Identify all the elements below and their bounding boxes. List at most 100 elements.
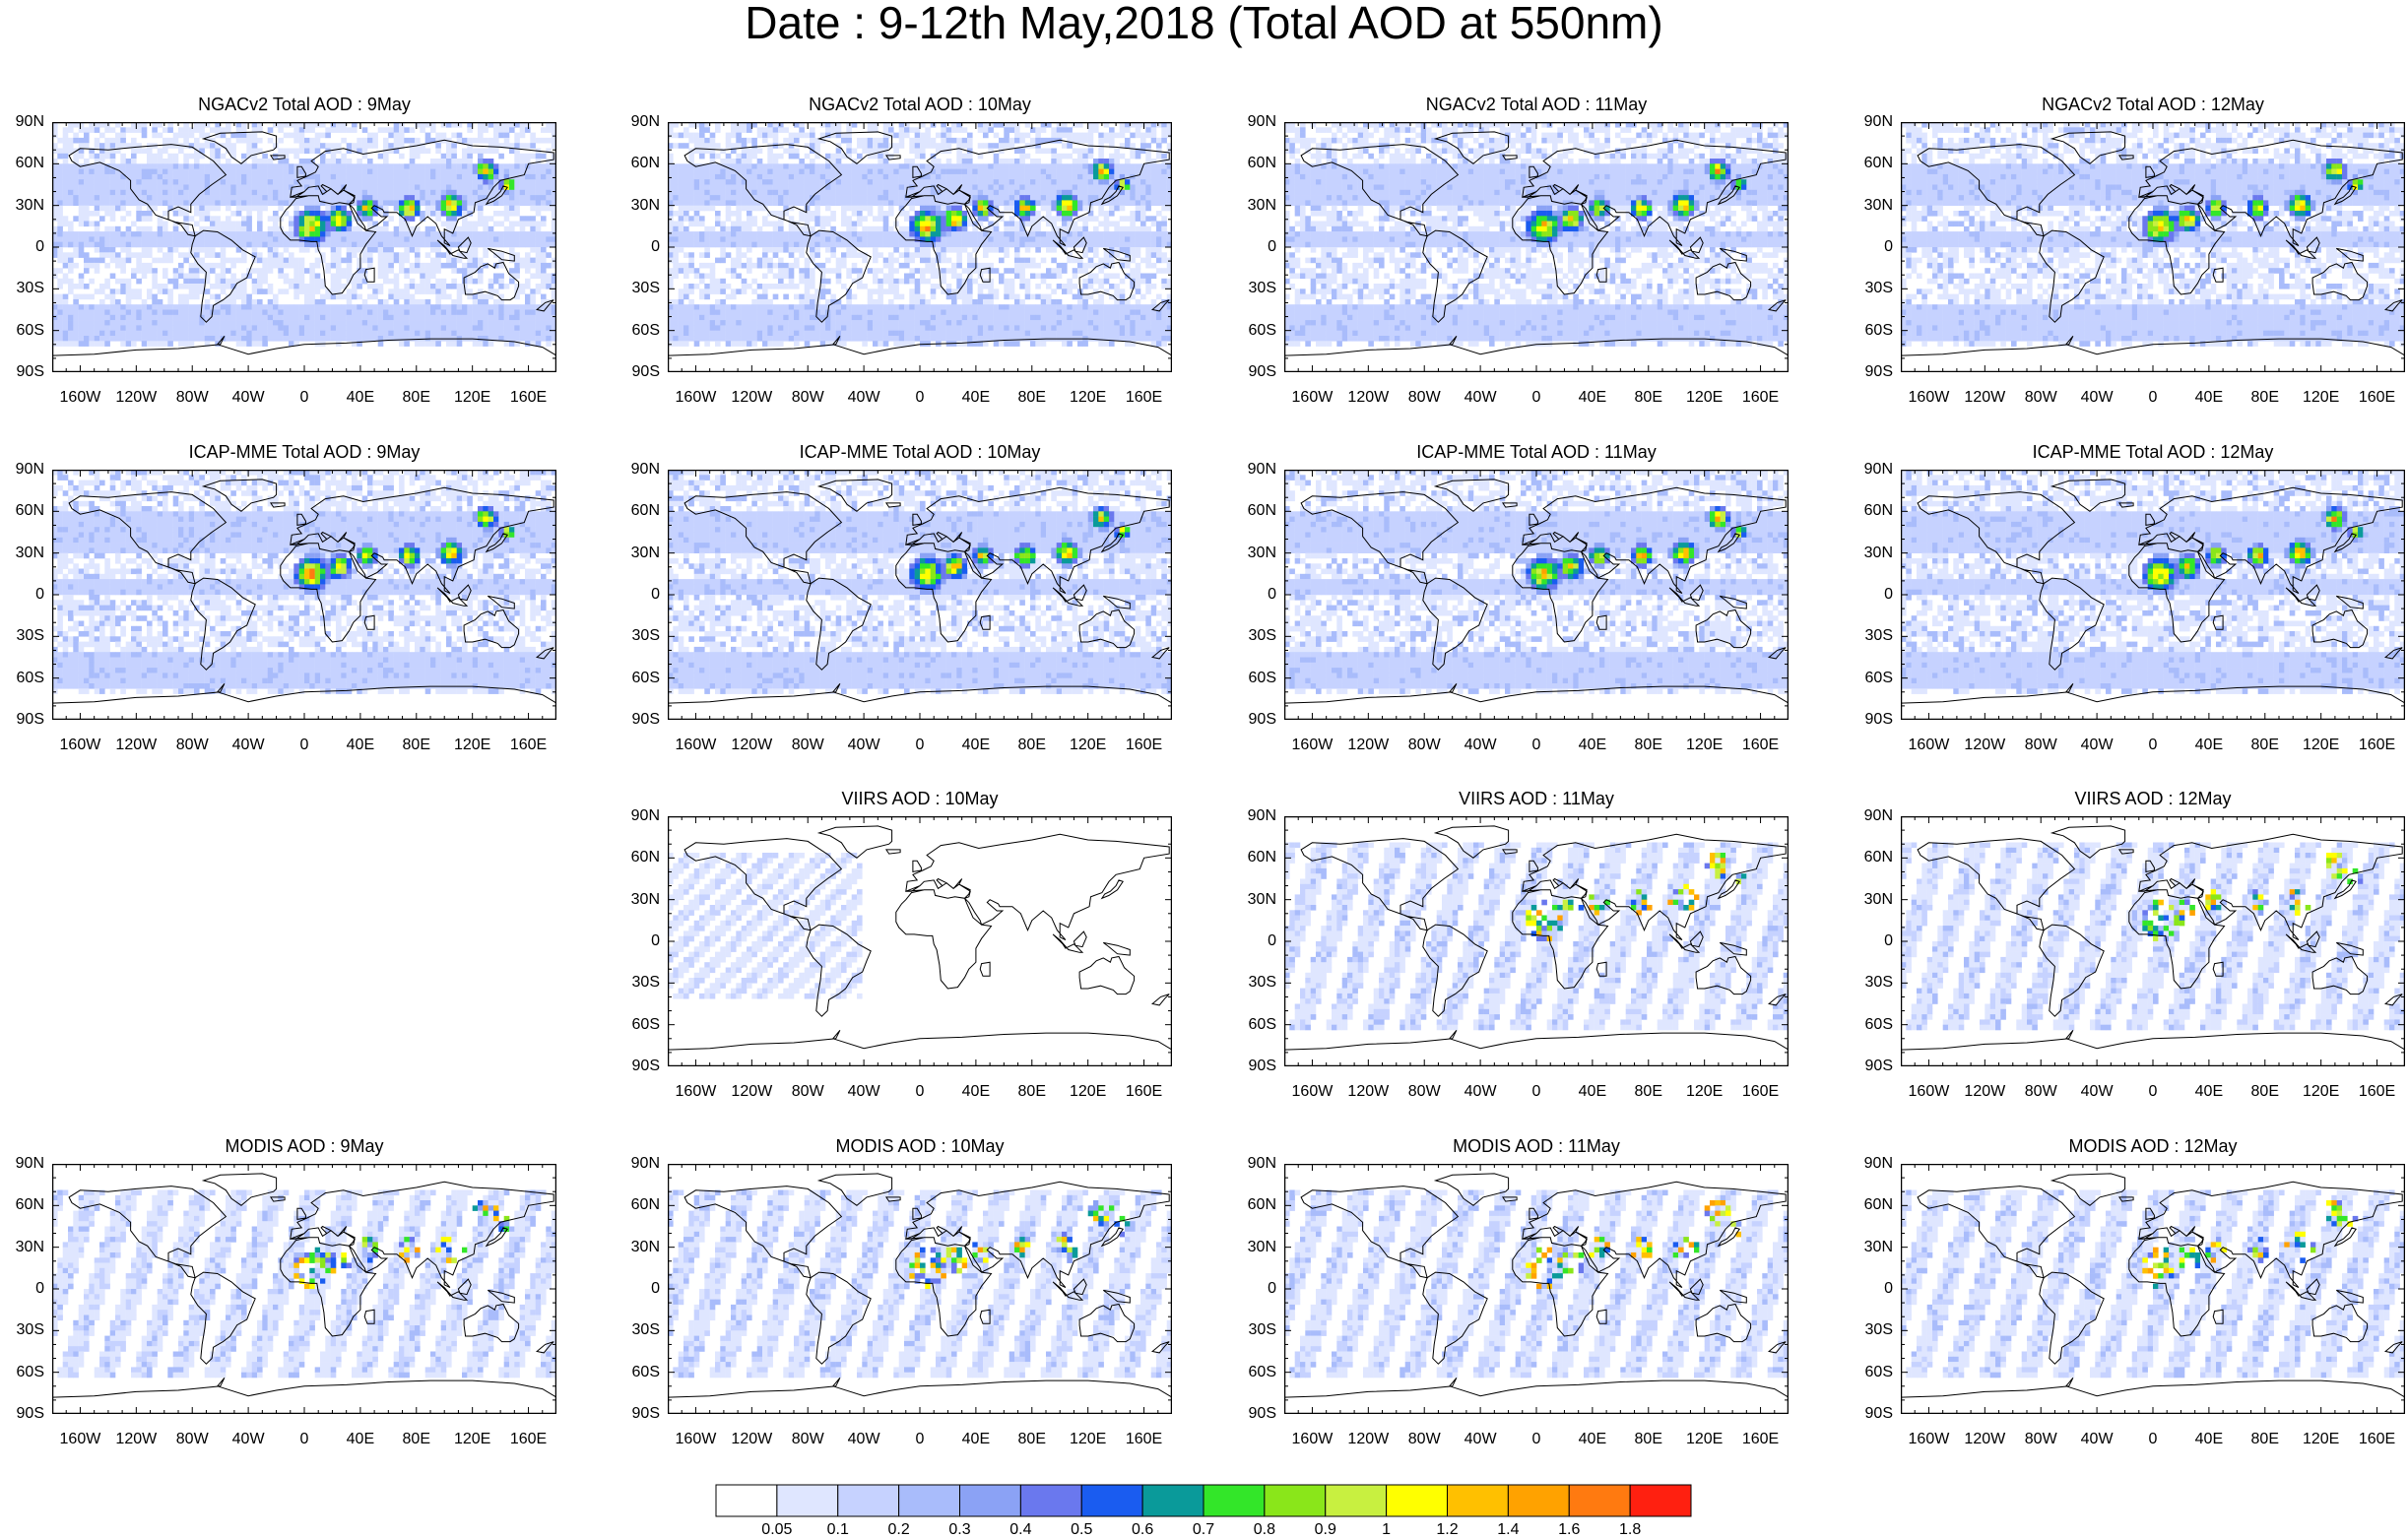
lon-tick-label: 160W <box>50 389 109 407</box>
lat-tick-label: 30S <box>5 280 44 297</box>
panel-title: ICAP-MME Total AOD : 10May <box>668 442 1172 463</box>
lat-tick-label: 30N <box>5 545 44 562</box>
lon-tick-label: 0 <box>1507 1083 1566 1101</box>
lon-tick-label: 160W <box>1282 1431 1341 1448</box>
lat-tick-label: 0 <box>5 238 44 256</box>
lon-tick-label: 160W <box>50 737 109 754</box>
lat-tick-label: 30N <box>5 197 44 215</box>
lon-tick-label: 160W <box>1282 737 1341 754</box>
lat-tick-label: 60S <box>5 1364 44 1381</box>
lat-tick-label: 0 <box>1854 238 1893 256</box>
lon-tick-label: 40E <box>2180 1083 2239 1101</box>
lat-tick-label: 60N <box>5 1196 44 1214</box>
lat-tick-label: 30S <box>1854 1321 1893 1339</box>
lat-tick-label: 60N <box>620 1196 660 1214</box>
lat-tick-label: 90S <box>620 363 660 381</box>
lon-tick-label: 0 <box>275 1431 334 1448</box>
lon-tick-label: 120E <box>1059 1431 1118 1448</box>
aod-map <box>1901 816 2405 1066</box>
lon-tick-label: 80W <box>778 1083 837 1101</box>
aod-map <box>1901 122 2405 372</box>
lat-tick-label: 90S <box>5 363 44 381</box>
lat-tick-label: 90S <box>1854 363 1893 381</box>
colorbar-swatch <box>1507 1484 1570 1517</box>
lon-tick-label: 80W <box>2011 389 2070 407</box>
lat-tick-label: 90N <box>620 1155 660 1173</box>
colorbar-label: 0.6 <box>1113 1521 1172 1539</box>
lat-tick-label: 60N <box>620 502 660 520</box>
panel-title: NGACv2 Total AOD : 12May <box>1901 95 2405 115</box>
aod-map <box>668 1164 1172 1414</box>
lat-tick-label: 0 <box>1854 586 1893 604</box>
colorbar-swatch <box>1325 1484 1388 1517</box>
lon-tick-label: 0 <box>2123 1083 2182 1101</box>
page-title: Date : 9-12th May,2018 (Total AOD at 550… <box>0 0 2408 45</box>
lon-tick-label: 0 <box>2123 737 2182 754</box>
lon-tick-label: 40E <box>331 737 390 754</box>
lat-tick-label: 0 <box>1237 932 1276 950</box>
lon-tick-label: 120E <box>443 1431 502 1448</box>
lon-tick-label: 40W <box>219 389 278 407</box>
lon-tick-label: 40E <box>331 1431 390 1448</box>
lat-tick-label: 30N <box>1237 197 1276 215</box>
lon-tick-label: 80W <box>778 389 837 407</box>
lat-tick-label: 60S <box>1854 670 1893 687</box>
lat-tick-label: 30S <box>1854 974 1893 992</box>
lat-tick-label: 90S <box>620 1058 660 1075</box>
panel-title: ICAP-MME Total AOD : 12May <box>1901 442 2405 463</box>
lon-tick-label: 80E <box>1619 1431 1678 1448</box>
aod-map <box>1284 470 1789 720</box>
lon-tick-label: 0 <box>890 737 949 754</box>
lon-tick-label: 120W <box>1955 1431 2014 1448</box>
panel-title: NGACv2 Total AOD : 10May <box>668 95 1172 115</box>
lon-tick-label: 120E <box>2292 1431 2351 1448</box>
lat-tick-label: 60N <box>5 155 44 172</box>
lat-tick-label: 90N <box>1237 461 1276 479</box>
lon-tick-label: 40W <box>1451 1431 1510 1448</box>
lat-tick-label: 90S <box>5 1405 44 1423</box>
lat-tick-label: 30N <box>620 197 660 215</box>
lon-tick-label: 40W <box>219 1431 278 1448</box>
lon-tick-label: 160W <box>1282 1083 1341 1101</box>
lon-tick-label: 40W <box>2067 1431 2126 1448</box>
colorbar-label: 1.6 <box>1539 1521 1598 1539</box>
lat-tick-label: 60S <box>620 322 660 340</box>
lat-tick-label: 0 <box>1237 238 1276 256</box>
colorbar-label: 1.8 <box>1600 1521 1660 1539</box>
lon-tick-label: 40E <box>946 737 1006 754</box>
lon-tick-label: 120W <box>106 737 165 754</box>
lat-tick-label: 30N <box>1237 545 1276 562</box>
colorbar-swatch <box>1386 1484 1448 1517</box>
lat-tick-label: 90N <box>5 113 44 131</box>
lat-tick-label: 60N <box>5 502 44 520</box>
lat-tick-label: 60S <box>1854 322 1893 340</box>
lon-tick-label: 40W <box>2067 737 2126 754</box>
lat-tick-label: 60S <box>5 670 44 687</box>
lat-tick-label: 30S <box>1237 280 1276 297</box>
lat-tick-label: 60N <box>620 155 660 172</box>
lon-tick-label: 40W <box>834 389 893 407</box>
lon-tick-label: 120E <box>2292 389 2351 407</box>
lat-tick-label: 90N <box>1237 113 1276 131</box>
lon-tick-label: 160E <box>1115 1431 1174 1448</box>
lon-tick-label: 120E <box>2292 1083 2351 1101</box>
lon-tick-label: 40W <box>834 737 893 754</box>
lat-tick-label: 60N <box>1237 849 1276 866</box>
lon-tick-label: 160W <box>666 737 725 754</box>
lat-tick-label: 0 <box>1854 932 1893 950</box>
lat-tick-label: 30S <box>5 627 44 645</box>
lon-tick-label: 40W <box>834 1431 893 1448</box>
lon-tick-label: 120E <box>1675 1431 1734 1448</box>
colorbar-label: 1.2 <box>1418 1521 1477 1539</box>
lon-tick-label: 160W <box>1899 389 1958 407</box>
lon-tick-label: 0 <box>1507 737 1566 754</box>
aod-map <box>1284 1164 1789 1414</box>
lon-tick-label: 160W <box>1899 737 1958 754</box>
lon-tick-label: 40E <box>331 389 390 407</box>
lon-tick-label: 80W <box>163 1431 222 1448</box>
lat-tick-label: 0 <box>1237 586 1276 604</box>
colorbar-swatch <box>1629 1484 1692 1517</box>
lat-tick-label: 30S <box>1237 627 1276 645</box>
